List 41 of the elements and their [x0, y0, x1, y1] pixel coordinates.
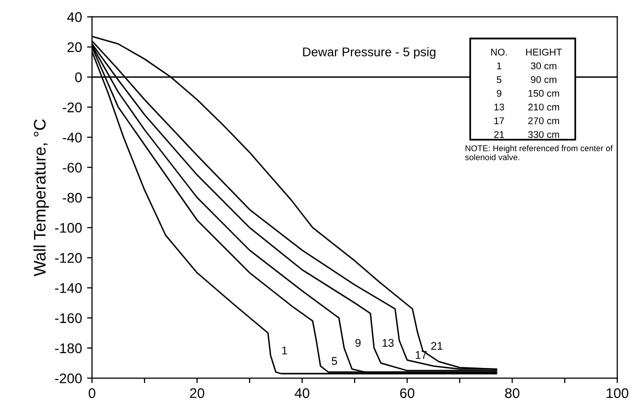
- y-axis-title: Wall Temperature, °C: [33, 119, 49, 276]
- annotation: 21: [494, 131, 504, 138]
- y-tick-label: -20: [62, 102, 82, 112]
- x-tick-label: 100: [606, 388, 628, 398]
- annotation: 330 cm: [528, 131, 560, 138]
- y-tick-label: -100: [55, 222, 82, 233]
- series-label: 9: [355, 338, 361, 347]
- annotation: Dewar Pressure - 5 psig: [303, 47, 436, 59]
- annotation: 5: [496, 76, 502, 84]
- series-label: 5: [332, 357, 338, 365]
- series-label: 1: [282, 346, 288, 354]
- annotation: 30 cm: [530, 62, 556, 70]
- y-tick-label: -180: [55, 343, 82, 354]
- annotation: 270 cm: [528, 117, 560, 124]
- annotation: 9: [496, 90, 502, 97]
- x-tick-label: 40: [294, 388, 310, 398]
- y-tick-label: -120: [55, 253, 82, 263]
- annotation: 13: [494, 104, 504, 110]
- annotation: NOTE: Height referenced from center of solenoid valve.: [465, 145, 613, 160]
- y-tick-label: -80: [62, 192, 82, 203]
- x-tick-label: 60: [400, 388, 414, 398]
- annotation: 1: [497, 62, 502, 70]
- annotation: HEIGHT: [526, 48, 562, 56]
- y-tick-label: -40: [62, 132, 82, 142]
- annotation: 90 cm: [530, 76, 556, 84]
- annotation: 17: [494, 117, 504, 124]
- series-label: 21: [431, 342, 442, 350]
- y-tick-label: -160: [55, 313, 82, 324]
- x-tick-label: 0: [88, 388, 96, 398]
- y-tick-label: 0: [75, 72, 82, 82]
- x-tick-label: 20: [190, 388, 204, 398]
- y-tick-label: 40: [67, 12, 82, 22]
- y-tick-label: -200: [55, 373, 82, 384]
- y-tick-label: -140: [55, 283, 82, 293]
- series-label: 13: [382, 338, 394, 347]
- y-tick-label: 20: [68, 42, 82, 52]
- x-tick-label: 80: [505, 388, 520, 398]
- annotation: 150 cm: [528, 90, 560, 97]
- annotation: NO.: [491, 48, 507, 56]
- annotation: 210 cm: [528, 104, 560, 110]
- y-tick-label: -60: [62, 162, 82, 173]
